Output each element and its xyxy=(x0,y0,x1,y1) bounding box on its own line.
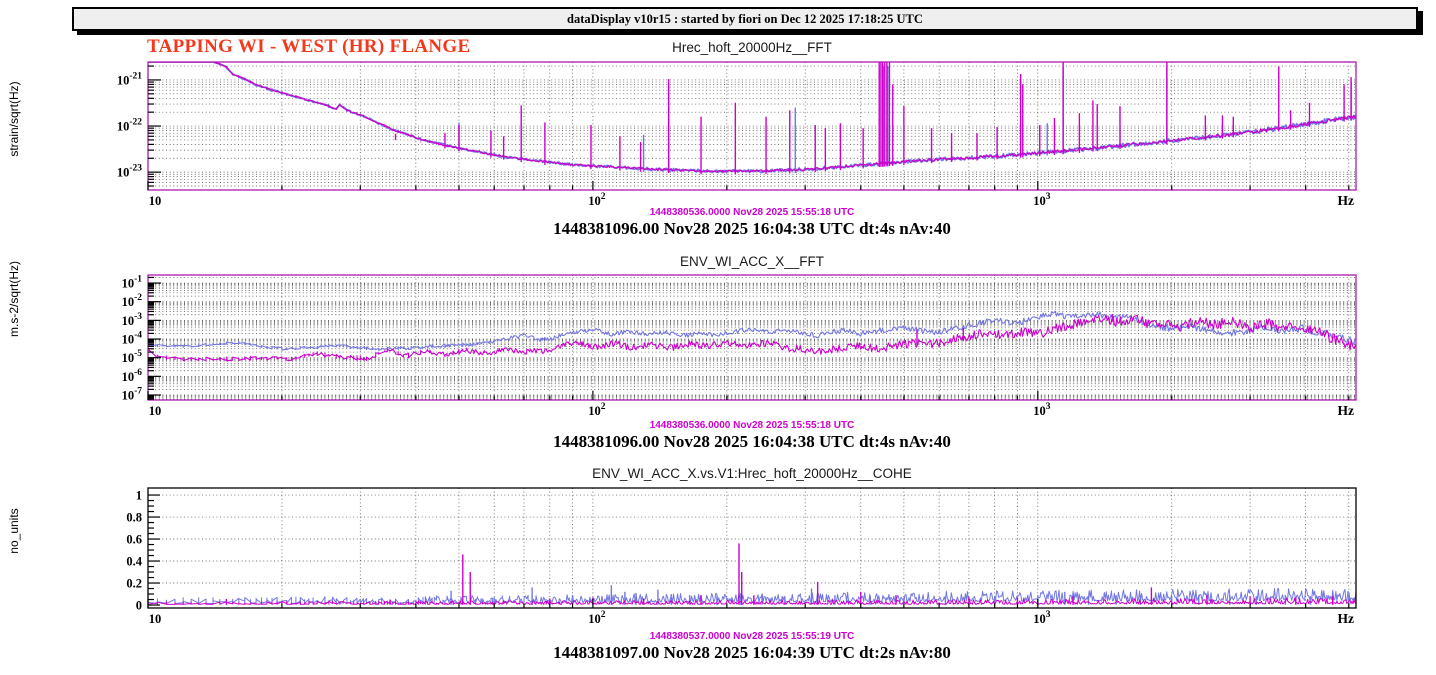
svg-text:0.8: 0.8 xyxy=(126,511,142,525)
panel-3-start-footer: 1448380537.0000 Nov28 2025 15:55:19 UTC xyxy=(649,631,855,642)
svg-text:103: 103 xyxy=(1033,610,1051,626)
svg-text:103: 103 xyxy=(1033,402,1051,418)
cohe-current-magenta xyxy=(148,597,1356,605)
svg-text:10-4: 10-4 xyxy=(122,331,143,347)
svg-text:0.6: 0.6 xyxy=(126,533,142,547)
svg-text:10-1: 10-1 xyxy=(122,275,143,291)
svg-text:102: 102 xyxy=(588,610,606,626)
acc-reference-blue xyxy=(148,310,1356,351)
hrec-reference-blue xyxy=(148,62,1356,174)
axis-tick-labels: 10-21 10-22 10-23 10 102 103 Hz xyxy=(117,71,1354,208)
axis-ticks xyxy=(147,494,1350,608)
panel-1-plot[interactable]: 10-21 10-22 10-23 10 102 103 Hz xyxy=(117,61,1357,208)
panel-2-ylabel: m.s-2/sqrt(Hz) xyxy=(7,261,21,337)
svg-text:10-22: 10-22 xyxy=(117,118,142,134)
axis-ticks xyxy=(147,65,1350,190)
svg-text:102: 102 xyxy=(588,192,606,208)
x-axis-unit: Hz xyxy=(1338,193,1355,208)
svg-text:103: 103 xyxy=(1033,192,1051,208)
svg-text:102: 102 xyxy=(588,402,606,418)
annotation-label: TAPPING WI - WEST (HR) FLANGE xyxy=(147,36,471,57)
svg-text:10: 10 xyxy=(149,194,162,208)
svg-text:0: 0 xyxy=(136,599,142,613)
panel-1-ylabel: strain/sqrt(Hz) xyxy=(7,81,21,157)
panel-2-plot[interactable]: 10-1 10-2 10-3 10-4 10-5 10-6 10-7 10 102 103 Hz xyxy=(122,274,1357,418)
acc-current-magenta xyxy=(148,314,1356,362)
svg-text:10: 10 xyxy=(149,404,162,418)
cohe-reference-blue xyxy=(148,588,1356,605)
window-title: dataDisplay v10r15 : started by fiori on… xyxy=(567,12,923,26)
svg-text:10-6: 10-6 xyxy=(122,368,143,384)
grid-lines xyxy=(148,488,1356,608)
svg-text:10-3: 10-3 xyxy=(122,312,143,328)
panel-1-start-footer: 1448380536.0000 Nov28 2025 15:55:18 UTC xyxy=(649,207,855,218)
window-title-bar: dataDisplay v10r15 : started by fiori on… xyxy=(72,7,1418,31)
plot-frame xyxy=(147,274,1357,401)
panel-3-title: ENV_WI_ACC_X.vs.V1:Hrec_hoft_20000Hz__CO… xyxy=(592,466,912,481)
panel-1-main-footer: 1448381096.00 Nov28 2025 16:04:38 UTC dt… xyxy=(553,219,951,238)
panel-2-main-footer: 1448381096.00 Nov28 2025 16:04:38 UTC dt… xyxy=(553,432,951,451)
svg-text:10: 10 xyxy=(149,612,162,626)
panel-3-ylabel: no_units xyxy=(7,508,21,554)
panel-2-start-footer: 1448380536.0000 Nov28 2025 15:55:18 UTC xyxy=(649,420,855,431)
svg-text:10-23: 10-23 xyxy=(117,164,142,180)
x-axis-unit: Hz xyxy=(1338,611,1355,626)
plot-frame xyxy=(147,487,1357,609)
panel-3-main-footer: 1448381097.00 Nov28 2025 16:04:39 UTC dt… xyxy=(553,643,951,662)
panel-2-title: ENV_WI_ACC_X__FFT xyxy=(679,254,825,269)
svg-text:10-21: 10-21 xyxy=(117,71,142,87)
x-axis-unit: Hz xyxy=(1338,403,1355,418)
grid-lines xyxy=(148,275,1356,400)
hrec-current-magenta xyxy=(148,62,1356,173)
svg-text:10-2: 10-2 xyxy=(122,293,143,309)
panel-3-plot[interactable]: 1 0.8 0.6 0.4 0.2 0 10 102 103 Hz xyxy=(126,487,1357,626)
svg-text:10-5: 10-5 xyxy=(122,349,143,365)
svg-text:0.4: 0.4 xyxy=(126,555,142,569)
svg-text:1: 1 xyxy=(136,489,142,503)
svg-text:0.2: 0.2 xyxy=(126,577,142,591)
svg-text:10-7: 10-7 xyxy=(122,387,143,403)
axis-tick-labels: 1 0.8 0.6 0.4 0.2 0 10 102 103 Hz xyxy=(126,489,1354,626)
panel-1-title: Hrec_hoft_20000Hz__FFT xyxy=(672,40,832,55)
axis-ticks xyxy=(147,276,1350,400)
